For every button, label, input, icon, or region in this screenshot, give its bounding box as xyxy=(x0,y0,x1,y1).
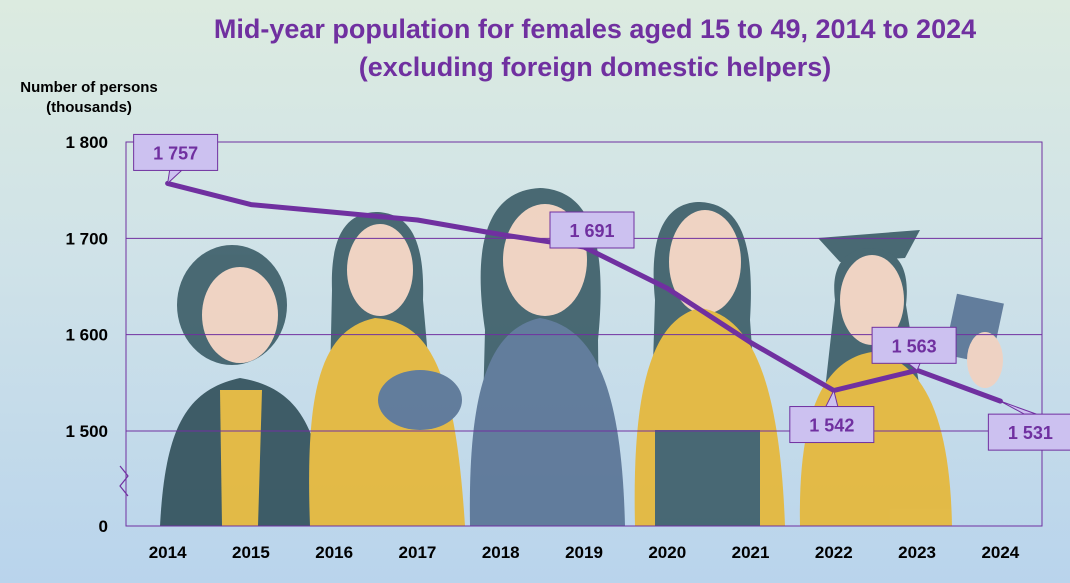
data-label-box xyxy=(871,326,957,364)
data-label-box xyxy=(987,413,1070,451)
y-tick-label: 1 700 xyxy=(65,229,108,248)
y-axis-ticks: 1 800 1 700 1 600 1 500 0 xyxy=(65,133,108,536)
y-tick-label: 1 600 xyxy=(65,326,108,345)
x-tick-label: 2024 xyxy=(981,543,1019,562)
data-label-text: 1 542 xyxy=(809,416,854,436)
data-label: 1 531 xyxy=(987,400,1070,451)
data-label: 1 757 xyxy=(133,133,219,185)
data-label-pointer xyxy=(166,169,183,185)
chart-title: Mid-year population for females aged 15 … xyxy=(213,14,977,82)
data-label: 1 542 xyxy=(789,389,875,444)
data-labels: 1 757 1 691 1 542 1 563 1 531 xyxy=(133,133,1070,451)
data-label-text: 1 757 xyxy=(153,143,198,163)
data-label-box xyxy=(789,406,875,444)
data-label-text: 1 691 xyxy=(569,221,614,241)
x-tick-label: 2020 xyxy=(648,543,686,562)
y-tick-label: 1 800 xyxy=(65,133,108,152)
background-illustration xyxy=(160,188,1004,526)
x-tick-label: 2023 xyxy=(898,543,936,562)
y-tick-label-zero: 0 xyxy=(99,517,108,536)
gridlines xyxy=(126,141,1042,432)
x-tick-label: 2019 xyxy=(565,543,603,562)
x-tick-label: 2015 xyxy=(232,543,270,562)
data-label-text: 1 531 xyxy=(1008,423,1053,443)
data-label: 1 691 xyxy=(549,211,635,249)
x-tick-label: 2014 xyxy=(149,543,187,562)
data-label-box xyxy=(133,133,219,171)
axis-break-marker xyxy=(119,465,129,497)
x-tick-label: 2021 xyxy=(732,543,770,562)
data-label: 1 563 xyxy=(871,326,957,372)
data-label-pointer xyxy=(1000,400,1037,415)
y-axis-title: Number of persons (thousands) xyxy=(20,79,158,116)
x-axis-ticks: 2014 2015 2016 2017 2018 2019 2020 2021 2022 2023… xyxy=(149,543,1020,562)
data-label-box xyxy=(549,211,635,249)
x-tick-label: 2017 xyxy=(399,543,437,562)
x-tick-label: 2022 xyxy=(815,543,853,562)
x-tick-label: 2018 xyxy=(482,543,520,562)
y-tick-label: 1 500 xyxy=(65,422,108,441)
data-label-text: 1 563 xyxy=(892,336,937,356)
x-tick-label: 2016 xyxy=(315,543,353,562)
plot-area xyxy=(125,141,1043,527)
